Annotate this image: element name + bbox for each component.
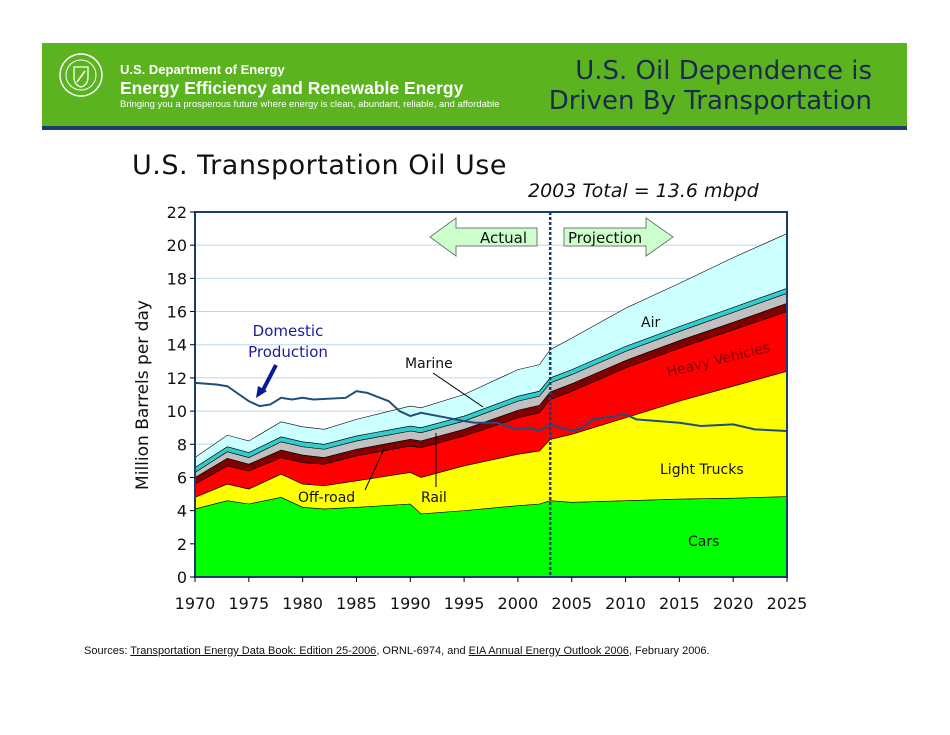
x-tick-label: 1985 [336, 594, 377, 613]
x-tick-label: 2015 [659, 594, 700, 613]
y-tick-label: 6 [177, 468, 187, 487]
org-name: U.S. Department of Energy [120, 62, 285, 77]
domestic-production-label: Domestic [253, 322, 324, 340]
chart-title: U.S. Transportation Oil Use [132, 150, 507, 181]
y-tick-label: 8 [177, 435, 187, 454]
org-tagline: Bringing you a prosperous future where e… [120, 99, 500, 110]
sources-note: Sources: Transportation Energy Data Book… [84, 645, 710, 657]
slide-title: U.S. Oil Dependence is Driven By Transpo… [549, 56, 872, 116]
source-link-aeo[interactable]: EIA Annual Energy Outlook 2006 [468, 645, 629, 657]
y-tick-label: 20 [167, 236, 187, 255]
x-tick-label: 2005 [551, 594, 592, 613]
sources-prefix: Sources: [84, 645, 131, 657]
rail-label: Rail [421, 490, 447, 506]
y-tick-label: 10 [167, 402, 187, 421]
x-tick-label: 2010 [605, 594, 646, 613]
marine-label: Marine [405, 356, 453, 372]
y-tick-label: 2 [177, 535, 187, 554]
x-tick-label: 1980 [282, 594, 323, 613]
domestic-pointer-arrow-icon [260, 364, 278, 393]
org-program: Energy Efficiency and Renewable Energy [120, 78, 464, 98]
x-tick-label: 1990 [390, 594, 431, 613]
actual-label: Actual [480, 229, 527, 247]
y-tick-label: 16 [167, 303, 187, 322]
x-tick-label: 2000 [498, 594, 539, 613]
y-tick-label: 14 [167, 336, 187, 355]
marine-pointer-icon [432, 372, 484, 408]
offroad-label: Off-road [298, 490, 355, 506]
y-tick-label: 22 [167, 203, 187, 222]
doe-seal-logo [59, 53, 103, 97]
slide-title-line1: U.S. Oil Dependence is [575, 56, 872, 86]
actual-arrow-icon [429, 217, 538, 257]
chart-subtitle: 2003 Total = 13.6 mbpd [528, 180, 759, 202]
projection-arrow-icon [563, 217, 674, 257]
y-tick-label: 12 [167, 369, 187, 388]
y-axis-label: Million Barrels per day [133, 300, 153, 490]
air-label: Air [641, 315, 660, 331]
domestic-arrowhead-icon [256, 386, 267, 398]
sources-suffix: , February 2006. [628, 645, 710, 657]
line-domestic-production [194, 381, 788, 433]
y-tick-label: 0 [177, 568, 187, 587]
x-tick-label: 2020 [713, 594, 754, 613]
light-trucks-label: Light Trucks [660, 462, 744, 478]
slide-title-line2: Driven By Transportation [548, 86, 872, 116]
plot-frame [194, 211, 788, 578]
x-tick-label: 1995 [444, 594, 485, 613]
header-divider [42, 126, 907, 130]
header-banner [42, 43, 907, 126]
x-tick-label: 1975 [228, 594, 269, 613]
projection-label: Projection [568, 229, 642, 247]
cars-label: Cars [688, 534, 719, 550]
source-link-tedb[interactable]: Transportation Energy Data Book: Edition… [130, 645, 377, 657]
sources-middle: , ORNL-6974, and [376, 645, 469, 657]
domestic-production-label-2: Production [248, 343, 328, 361]
x-tick-label: 1970 [175, 594, 216, 613]
offroad-pointer-icon [364, 448, 385, 491]
y-tick-label: 18 [167, 269, 187, 288]
y-tick-label: 4 [177, 502, 187, 521]
x-tick-label: 2025 [767, 594, 808, 613]
